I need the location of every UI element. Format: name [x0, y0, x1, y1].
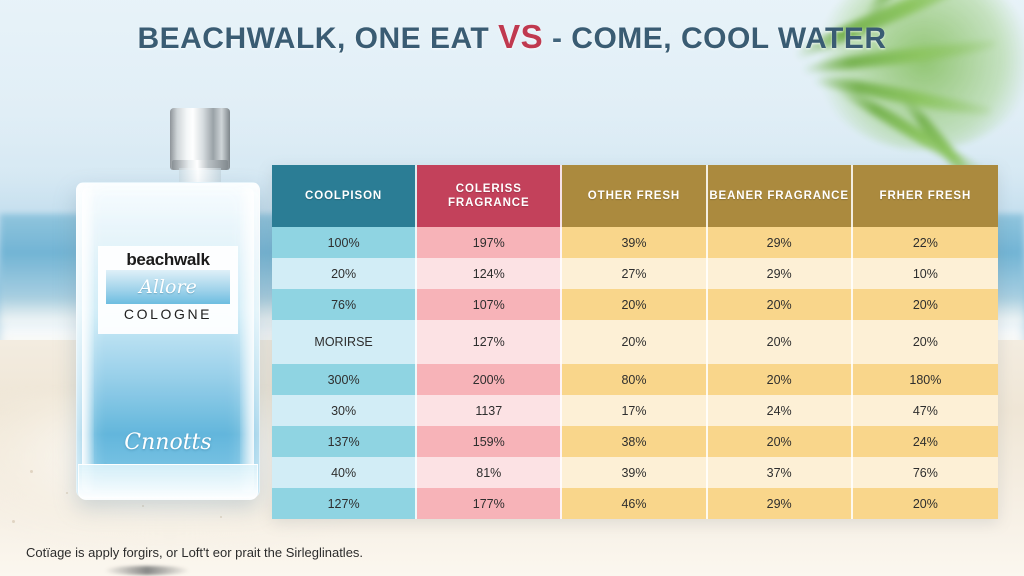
column-header-2[interactable]: OTHER FRESH [562, 165, 708, 227]
table-cell: 107% [417, 289, 563, 320]
table-row: 30% 1137 17% 24% 47% [272, 395, 998, 426]
title-part-two: COME, COOL WATER [571, 22, 887, 55]
table-cell: 17% [562, 395, 708, 426]
table-cell: 30% [272, 395, 418, 426]
table-cell: 76% [272, 289, 418, 320]
table-cell: 47% [852, 395, 998, 426]
table-cell: 38% [562, 426, 708, 457]
comparison-table: COOLPISON COLERISS FRAGRANCE OTHER FRESH… [272, 165, 998, 519]
comparison-table-element: COOLPISON COLERISS FRAGRANCE OTHER FRESH… [272, 165, 998, 519]
table-cell: 197% [417, 227, 563, 258]
table-header-row: COOLPISON COLERISS FRAGRANCE OTHER FRESH… [272, 165, 998, 227]
table-cell: 100% [272, 227, 418, 258]
bottle-footer-script: Cnnotts [124, 430, 212, 455]
table-cell: 180% [852, 364, 998, 395]
bottle-edge-left [82, 188, 94, 492]
bottle-neck [179, 168, 221, 186]
table-cell: 29% [707, 488, 853, 519]
bottle-edge-right [240, 188, 254, 492]
table-cell: MORIRSE [272, 320, 418, 364]
palm-frond-decoration [754, 0, 1024, 210]
bottle-body [76, 182, 260, 498]
table-cell: 27% [562, 258, 708, 289]
perfume-bottle: beachwalk Allore COLOGNE Cnnotts [58, 108, 260, 575]
column-header-0[interactable]: COOLPISON [272, 165, 418, 227]
table-cell: 10% [852, 258, 998, 289]
table-cell: 24% [707, 395, 853, 426]
table-row: 76% 107% 20% 20% 20% [272, 289, 998, 320]
table-cell: 40% [272, 457, 418, 488]
table-cell: 29% [707, 227, 853, 258]
table-cell: 20% [852, 320, 998, 364]
column-header-3[interactable]: BEANER FRAGRANCE [707, 165, 853, 227]
table-cell: 200% [417, 364, 563, 395]
table-row: 100% 197% 39% 29% 22% [272, 227, 998, 258]
table-cell: 20% [562, 320, 708, 364]
table-cell: 20% [707, 289, 853, 320]
bottle-brand-name: beachwalk [126, 250, 210, 269]
table-cell: 127% [417, 320, 563, 364]
table-cell: 39% [562, 227, 708, 258]
table-cell: 39% [562, 457, 708, 488]
table-cell: 24% [852, 426, 998, 457]
table-cell: 20% [272, 258, 418, 289]
table-cell: 80% [562, 364, 708, 395]
bottle-cap [170, 108, 230, 170]
table-row: 137% 159% 38% 20% 24% [272, 426, 998, 457]
table-cell: 81% [417, 457, 563, 488]
title-dash: - [551, 22, 563, 55]
bottle-glint [104, 566, 190, 575]
title-part-one: BEACHWALK, ONE EAT [137, 22, 490, 55]
footer-note: Cotïage is apply forgirs, or Loft't eor … [26, 545, 364, 560]
table-row: 20% 124% 27% 29% 10% [272, 258, 998, 289]
table-row: MORIRSE 127% 20% 20% 20% [272, 320, 998, 364]
bottle-product-type: COLOGNE [123, 306, 213, 322]
table-body: 100% 197% 39% 29% 22% 20% 124% 27% 29% 10% 76% 107%… [272, 227, 998, 519]
table-cell: 20% [707, 426, 853, 457]
table-cell: 29% [707, 258, 853, 289]
table-header: COOLPISON COLERISS FRAGRANCE OTHER FRESH… [272, 165, 998, 227]
table-cell: 20% [852, 488, 998, 519]
bottle-script-name: Allore [106, 270, 230, 304]
table-cell: 76% [852, 457, 998, 488]
table-cell: 37% [707, 457, 853, 488]
bottle-cap-ring [172, 160, 228, 170]
table-cell: 159% [417, 426, 563, 457]
table-row: 40% 81% 39% 37% 76% [272, 457, 998, 488]
table-cell: 300% [272, 364, 418, 395]
table-cell: 137% [272, 426, 418, 457]
bottle-base [78, 464, 258, 500]
title-vs: VS [498, 18, 544, 55]
table-cell: 127% [272, 488, 418, 519]
table-cell: 124% [417, 258, 563, 289]
column-header-4[interactable]: FRHER FRESH [852, 165, 998, 227]
table-cell: 1137 [417, 395, 563, 426]
table-row: 127% 177% 46% 29% 20% [272, 488, 998, 519]
table-cell: 20% [852, 289, 998, 320]
page-title: BEACHWALK, ONE EAT VS - COME, COOL WATER [0, 18, 1024, 56]
column-header-1[interactable]: COLERISS FRAGRANCE [417, 165, 563, 227]
table-cell: 20% [707, 320, 853, 364]
table-cell: 46% [562, 488, 708, 519]
table-cell: 20% [562, 289, 708, 320]
table-row: 300% 200% 80% 20% 180% [272, 364, 998, 395]
table-cell: 22% [852, 227, 998, 258]
table-cell: 177% [417, 488, 563, 519]
table-cell: 20% [707, 364, 853, 395]
